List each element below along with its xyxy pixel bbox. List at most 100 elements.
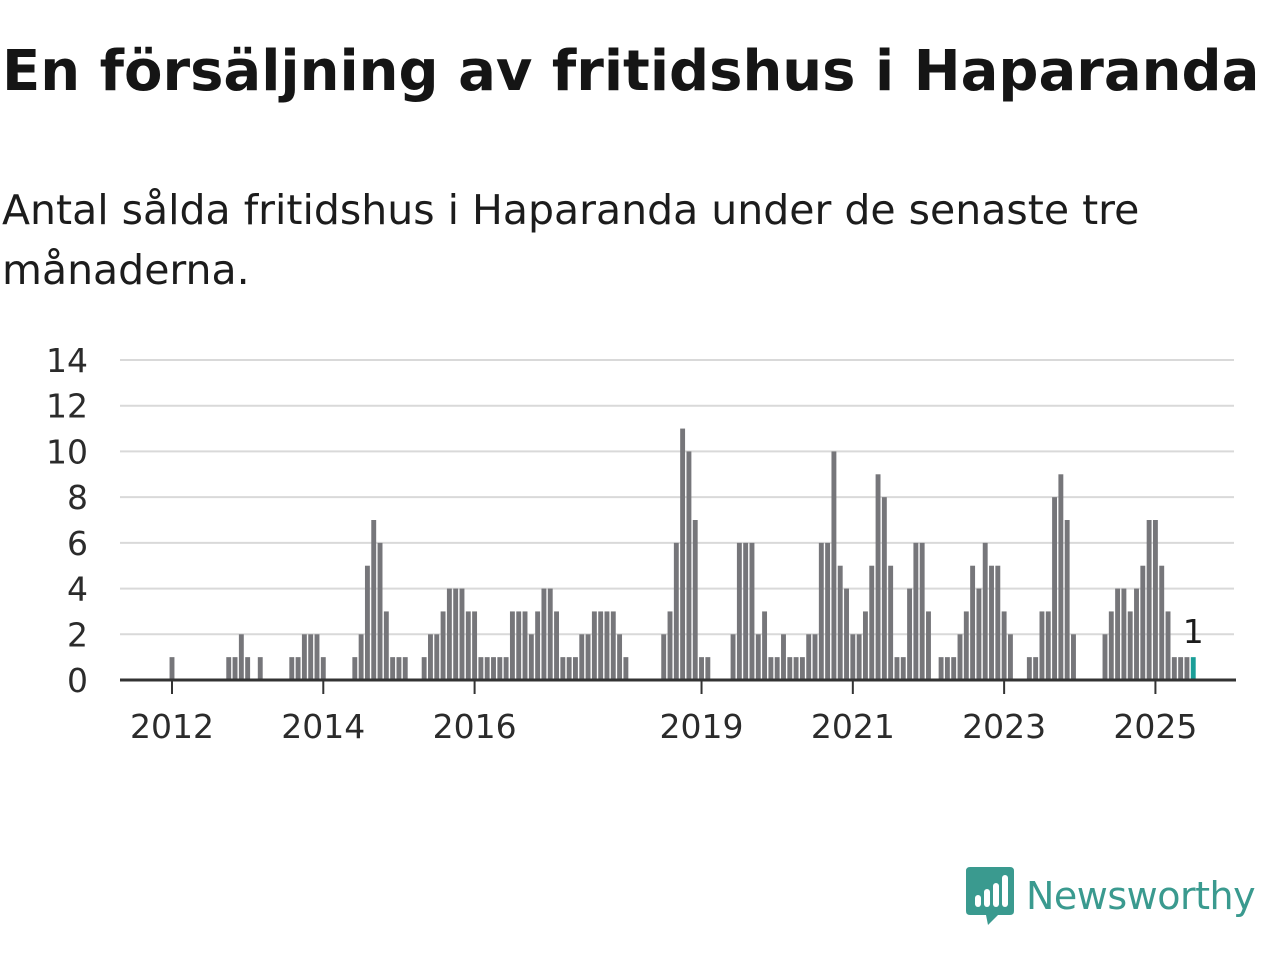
bar — [1108, 611, 1114, 680]
bar — [768, 657, 774, 680]
bar — [459, 588, 465, 680]
bar — [749, 542, 755, 680]
bar — [257, 657, 263, 680]
bar — [478, 657, 484, 680]
bar — [1121, 588, 1127, 680]
bar — [995, 565, 1001, 680]
bar — [472, 611, 478, 680]
bar — [383, 611, 389, 680]
bar — [1184, 657, 1190, 680]
bar — [547, 588, 553, 680]
bar — [1152, 520, 1158, 680]
bar — [881, 497, 887, 680]
bar — [938, 657, 944, 680]
highlight-value-label: 1 — [1183, 612, 1204, 651]
x-tick-label: 2019 — [660, 707, 744, 746]
bar — [944, 657, 950, 680]
bar — [762, 611, 768, 680]
bar — [699, 657, 704, 680]
bar — [169, 657, 175, 680]
bar — [1190, 657, 1196, 680]
bar — [617, 634, 623, 680]
bar — [320, 657, 326, 680]
bar — [1140, 565, 1146, 680]
bar — [989, 565, 994, 680]
bar — [869, 565, 875, 680]
bar — [610, 611, 616, 680]
bar — [1102, 634, 1108, 680]
bar — [1007, 634, 1013, 680]
bar — [926, 611, 931, 680]
bar — [295, 657, 301, 680]
x-tick-labels: 2012 2014 2016 2019 2021 2023 2025 — [130, 680, 1197, 746]
bar — [238, 634, 244, 680]
bar — [686, 451, 692, 680]
bar — [1159, 565, 1165, 680]
x-tick-label: 2014 — [281, 707, 365, 746]
bar — [812, 634, 818, 680]
chart-title: En försäljning av fritidshus i Haparanda — [2, 39, 1260, 104]
bar — [541, 588, 547, 680]
y-tick-labels: 0 2 4 6 8 10 12 14 — [46, 341, 88, 700]
bar — [301, 634, 307, 680]
bar — [850, 634, 856, 680]
bar — [453, 588, 459, 680]
bar — [1115, 588, 1121, 680]
bar — [604, 611, 610, 680]
bar — [390, 657, 396, 680]
bar — [491, 657, 496, 680]
x-tick-label: 2025 — [1113, 707, 1197, 746]
brand-name: Newsworthy — [1026, 874, 1256, 918]
bar — [673, 542, 679, 680]
y-tick-label: 14 — [46, 341, 88, 380]
bar — [516, 611, 522, 680]
bar — [661, 634, 667, 680]
bar — [358, 634, 364, 680]
bar — [428, 634, 433, 680]
bar — [1026, 657, 1032, 680]
bar — [963, 611, 969, 680]
bar — [352, 657, 358, 680]
bar — [598, 611, 604, 680]
bar — [837, 565, 843, 680]
y-tick-label: 0 — [67, 661, 88, 700]
bar — [1045, 611, 1051, 680]
bar — [585, 634, 591, 680]
bar — [364, 565, 370, 680]
y-tick-label: 2 — [67, 615, 88, 654]
y-tick-label: 12 — [46, 387, 88, 426]
bar — [245, 657, 251, 680]
bar — [831, 451, 837, 680]
bar — [1058, 474, 1064, 680]
bar — [781, 634, 786, 680]
bar — [894, 657, 900, 680]
bar — [308, 634, 314, 680]
bar — [875, 474, 881, 680]
bar — [1171, 657, 1177, 680]
bar — [825, 542, 831, 680]
bar — [440, 611, 446, 680]
bar — [951, 657, 957, 680]
bar — [377, 542, 383, 680]
bar — [793, 657, 799, 680]
bar — [900, 657, 906, 680]
chart-subtitle: Antal sålda fritidshus i Haparanda under… — [2, 186, 1140, 294]
bar — [787, 657, 793, 680]
grid-lines — [120, 359, 1234, 636]
bar — [371, 520, 377, 680]
bar — [736, 542, 742, 680]
y-tick-label: 4 — [67, 570, 88, 609]
bar — [856, 634, 862, 680]
bar — [818, 542, 824, 680]
bar — [844, 588, 849, 680]
bar — [755, 634, 761, 680]
bar — [957, 634, 963, 680]
x-tick-label: 2023 — [962, 707, 1046, 746]
bar — [680, 428, 686, 680]
data-labels: 1 — [1183, 612, 1204, 651]
x-tick-label: 2012 — [130, 707, 214, 746]
bar — [1039, 611, 1045, 680]
bar — [1064, 520, 1070, 680]
bar — [806, 634, 812, 680]
newsworthy-brand: Newsworthy — [964, 864, 1256, 928]
